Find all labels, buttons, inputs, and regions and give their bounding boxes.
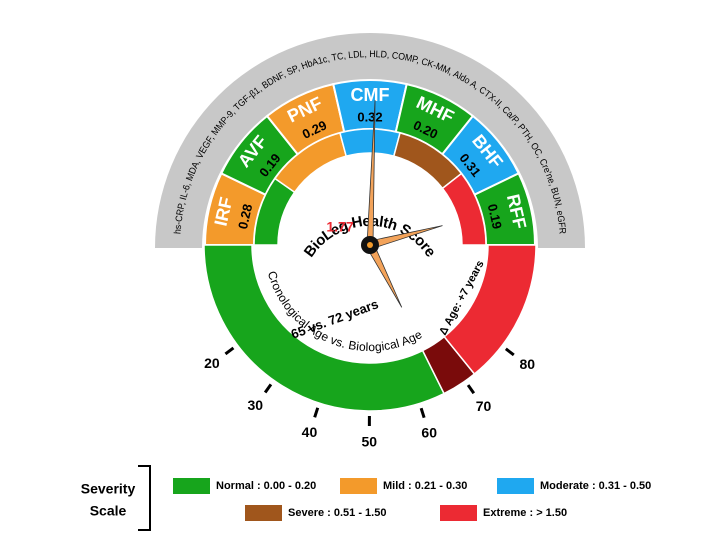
- age-tick: [224, 346, 235, 356]
- legend-label: Extreme : > 1.50: [483, 507, 567, 519]
- age-tick-label: 60: [421, 425, 437, 441]
- legend-label: Mild : 0.21 - 0.30: [383, 480, 467, 492]
- age-tick-label: 30: [248, 397, 264, 413]
- severity-ring: [441, 172, 487, 246]
- legend-swatch: [173, 478, 210, 494]
- legend-swatch: [440, 505, 477, 521]
- severity-ring: [339, 128, 401, 158]
- age-tick: [466, 384, 476, 395]
- age-tick: [419, 407, 426, 419]
- legend-swatch: [497, 478, 534, 494]
- legend-title: Scale: [90, 503, 127, 519]
- legend-swatch: [340, 478, 377, 494]
- legend: Severity Scale Normal : 0.00 - 0.20 Mild : …: [81, 465, 651, 531]
- age-tick-label: 50: [362, 434, 378, 450]
- factor-value: 0.28: [235, 202, 255, 230]
- gauge: hs-CRP, IL-6, MDA, VEGF, MMP-9, TGF-β1, …: [155, 33, 585, 450]
- hub-center: [367, 242, 373, 248]
- legend-bracket: [138, 465, 151, 531]
- factor-value: 0.32: [357, 109, 382, 124]
- factor-label: CMF: [351, 85, 390, 105]
- legend-label: Normal : 0.00 - 0.20: [216, 480, 316, 492]
- health-score: 1.77: [326, 219, 353, 235]
- age-ring: [443, 244, 537, 376]
- age-tick-label: 20: [204, 355, 220, 371]
- legend-label: Moderate : 0.31 - 0.50: [540, 480, 651, 492]
- age-tick: [313, 407, 320, 418]
- legend-label: Severe : 0.51 - 1.50: [288, 507, 386, 519]
- age-tick: [263, 383, 273, 394]
- legend-title: Severity: [81, 481, 136, 497]
- age-tick-label: 40: [302, 424, 318, 440]
- factor-value: 0.19: [485, 202, 505, 230]
- age-tick-label: 70: [476, 398, 492, 414]
- age-tick: [504, 347, 515, 357]
- age-tick-label: 80: [520, 356, 536, 372]
- age-ring: [421, 335, 476, 395]
- age-ring: [203, 244, 446, 412]
- legend-swatch: [245, 505, 282, 521]
